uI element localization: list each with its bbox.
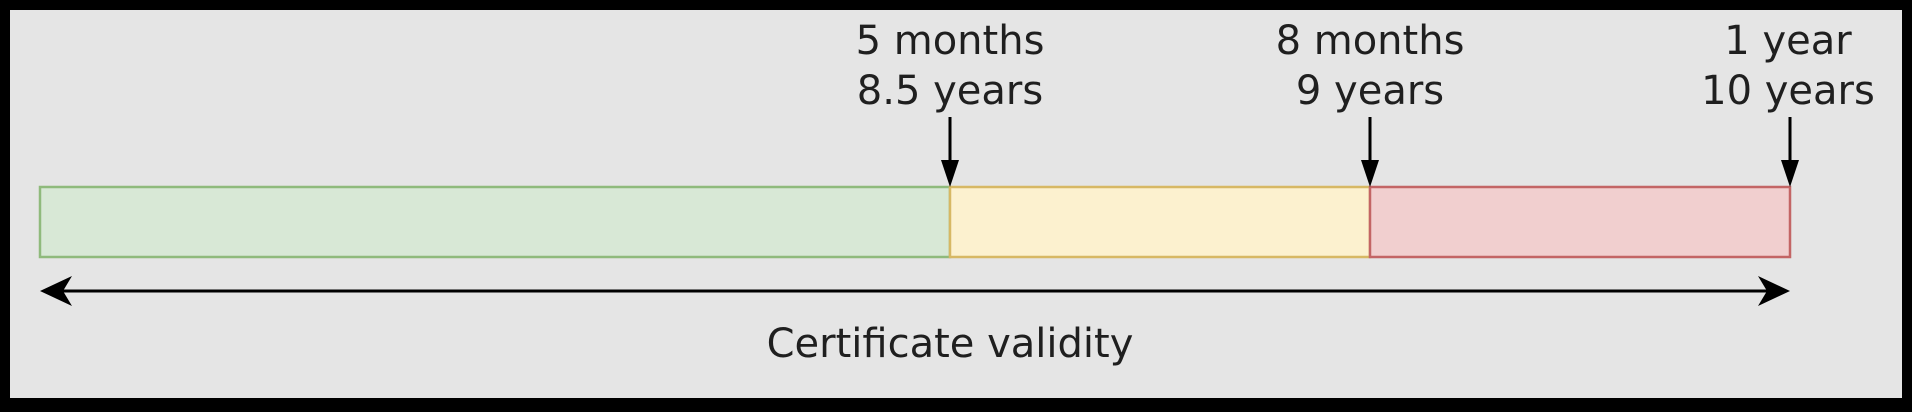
marker-2: 8 months 9 years bbox=[1276, 18, 1465, 187]
segment-yellow bbox=[948, 185, 1372, 259]
validity-bar bbox=[38, 185, 1792, 259]
marker-2-top-label: 8 months bbox=[1276, 18, 1465, 64]
marker-3-bottom-label: 10 years bbox=[1701, 68, 1875, 114]
segment-red bbox=[1368, 185, 1792, 259]
marker-3-arrowhead bbox=[1781, 160, 1799, 187]
axis-label: Certificate validity bbox=[767, 321, 1134, 367]
marker-3-top-label: 1 year bbox=[1724, 18, 1852, 64]
marker-2-arrowhead bbox=[1361, 160, 1379, 187]
marker-1-top-label: 5 months bbox=[856, 18, 1045, 64]
marker-1-arrowhead bbox=[941, 160, 959, 187]
span-arrow-right-head bbox=[1758, 276, 1790, 306]
span-arrow-left-head bbox=[40, 276, 72, 306]
marker-1-bottom-label: 8.5 years bbox=[857, 68, 1043, 114]
segment-green bbox=[38, 185, 952, 259]
marker-3: 1 year 10 years bbox=[1701, 18, 1875, 187]
marker-1: 5 months 8.5 years bbox=[856, 18, 1045, 187]
span-arrow bbox=[40, 276, 1790, 306]
marker-2-bottom-label: 9 years bbox=[1296, 68, 1444, 114]
